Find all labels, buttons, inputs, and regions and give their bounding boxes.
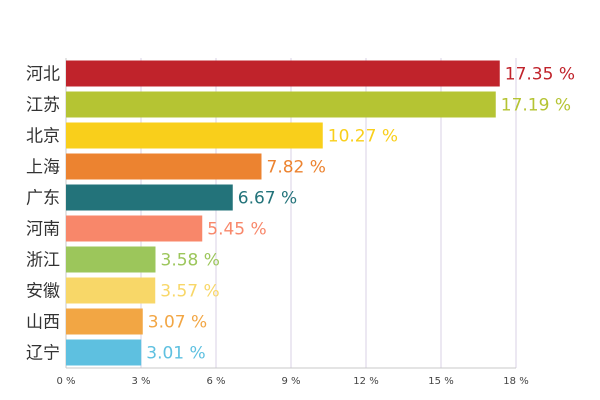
category-label: 山西 [26, 313, 60, 333]
category-label: 上海 [26, 158, 60, 178]
x-tick-label: 0 % [56, 376, 75, 387]
data-label: 3.57 % [160, 282, 219, 302]
x-tick-label: 12 % [353, 376, 378, 387]
bar [66, 122, 323, 149]
data-label: 3.01 % [146, 344, 205, 364]
bar [66, 215, 203, 242]
data-label: 5.45 % [207, 220, 266, 240]
category-label: 河南 [26, 220, 60, 240]
data-label: 17.19 % [501, 96, 571, 116]
category-label: 安徽 [26, 282, 60, 302]
data-label: 17.35 % [505, 65, 575, 85]
bar [66, 60, 500, 87]
x-tick-label: 9 % [281, 376, 300, 387]
x-tick-label: 3 % [131, 376, 150, 387]
data-label: 3.07 % [148, 313, 207, 333]
bar [66, 246, 156, 273]
bar [66, 153, 262, 180]
category-label: 江苏 [26, 96, 60, 116]
bar [66, 277, 156, 304]
category-label: 河北 [26, 65, 60, 85]
data-label: 6.67 % [238, 189, 297, 209]
data-label: 3.58 % [161, 251, 220, 271]
category-label: 浙江 [26, 251, 60, 271]
bar [66, 184, 233, 211]
data-label: 7.82 % [267, 158, 326, 178]
category-label: 辽宁 [26, 344, 60, 364]
bar [66, 91, 496, 118]
bar [66, 339, 142, 366]
bar [66, 308, 143, 335]
category-label: 北京 [26, 127, 60, 147]
x-tick-label: 18 % [503, 376, 528, 387]
data-label: 10.27 % [328, 127, 398, 147]
x-tick-label: 15 % [428, 376, 453, 387]
x-tick-label: 6 % [206, 376, 225, 387]
category-label: 广东 [26, 189, 60, 209]
